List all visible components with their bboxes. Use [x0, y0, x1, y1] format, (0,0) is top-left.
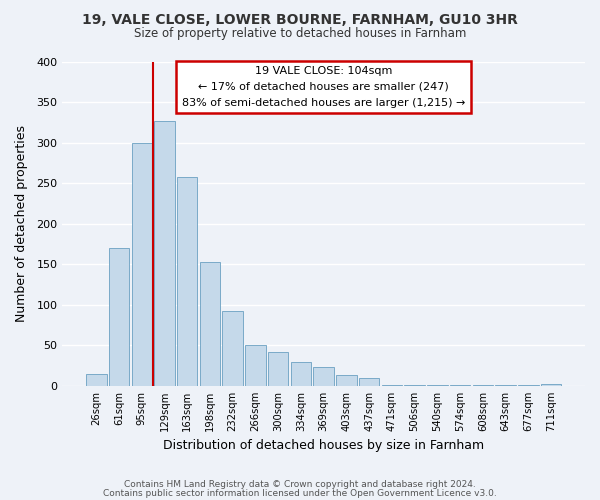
Bar	[290, 362, 311, 386]
Bar	[427, 385, 448, 386]
Bar	[131, 142, 152, 386]
Bar	[268, 352, 289, 386]
Bar	[359, 378, 379, 386]
Text: Contains public sector information licensed under the Open Government Licence v3: Contains public sector information licen…	[103, 488, 497, 498]
Bar	[541, 384, 561, 386]
Bar	[496, 385, 516, 386]
Text: 19 VALE CLOSE: 104sqm
← 17% of detached houses are smaller (247)
83% of semi-det: 19 VALE CLOSE: 104sqm ← 17% of detached …	[182, 66, 466, 108]
Bar	[154, 120, 175, 386]
Y-axis label: Number of detached properties: Number of detached properties	[15, 125, 28, 322]
Text: Contains HM Land Registry data © Crown copyright and database right 2024.: Contains HM Land Registry data © Crown c…	[124, 480, 476, 489]
Bar	[86, 374, 107, 386]
Bar	[404, 385, 425, 386]
X-axis label: Distribution of detached houses by size in Farnham: Distribution of detached houses by size …	[163, 440, 484, 452]
Bar	[223, 312, 243, 386]
Bar	[518, 385, 539, 386]
Bar	[245, 346, 266, 386]
Bar	[336, 376, 356, 386]
Bar	[200, 262, 220, 386]
Text: 19, VALE CLOSE, LOWER BOURNE, FARNHAM, GU10 3HR: 19, VALE CLOSE, LOWER BOURNE, FARNHAM, G…	[82, 12, 518, 26]
Bar	[473, 385, 493, 386]
Text: Size of property relative to detached houses in Farnham: Size of property relative to detached ho…	[134, 28, 466, 40]
Bar	[450, 385, 470, 386]
Bar	[109, 248, 129, 386]
Bar	[313, 368, 334, 386]
Bar	[177, 176, 197, 386]
Bar	[382, 385, 402, 386]
